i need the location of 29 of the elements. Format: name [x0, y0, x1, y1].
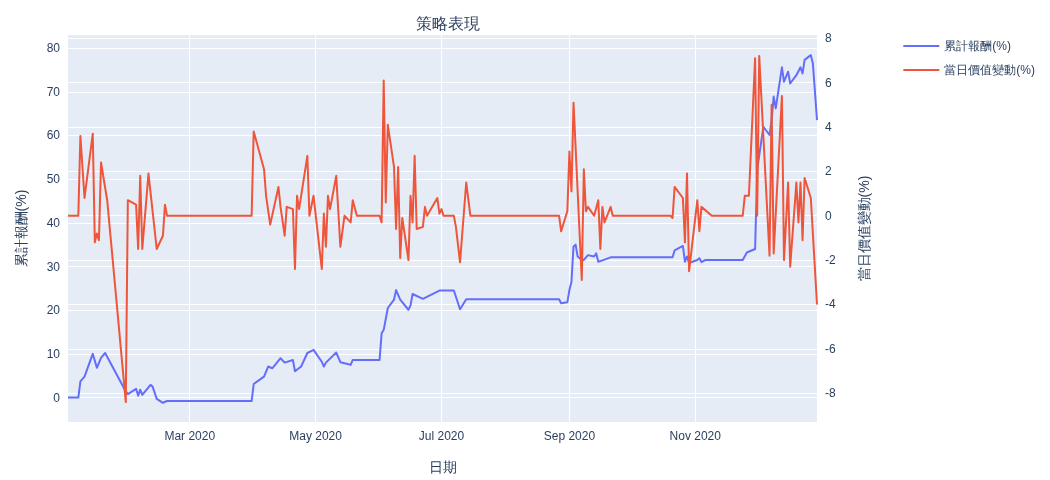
y-tick-label: 10 [46, 346, 61, 361]
y2-axis-title: 當日價值變動(%) [856, 175, 872, 282]
y2-tick-label: 4 [825, 120, 832, 135]
legend-label: 累計報酬(%) [944, 39, 1012, 53]
y2-tick-label: 0 [825, 208, 832, 223]
y-tick-label: 60 [46, 128, 61, 143]
x-tick-label: Jul 2020 [418, 429, 465, 443]
x-tick-label: Nov 2020 [669, 429, 722, 443]
y-tick-label: 0 [53, 390, 61, 405]
x-tick-label: Mar 2020 [164, 429, 216, 443]
y2-tick-label: -8 [825, 386, 836, 401]
x-tick-label: May 2020 [289, 429, 343, 443]
y2-tick-label: -4 [825, 297, 836, 312]
x-axis-title: 日期 [428, 459, 457, 475]
legend-label: 當日價值變動(%) [944, 63, 1036, 77]
y2-tick-label: 2 [825, 164, 832, 179]
y-tick-label: 40 [46, 215, 61, 230]
x-tick-label: Sep 2020 [543, 429, 596, 443]
chart-title: 策略表現 [415, 14, 480, 32]
y-tick-label: 70 [46, 84, 61, 99]
y-tick-label: 20 [46, 303, 61, 318]
y-axis-title: 累計報酬(%) [13, 189, 29, 268]
y2-tick-label: 6 [825, 75, 832, 90]
y-tick-label: 50 [46, 172, 61, 187]
y-tick-label: 80 [46, 41, 61, 56]
y2-tick-label: -2 [825, 253, 836, 268]
y2-tick-label: 8 [825, 31, 832, 46]
y-tick-label: 30 [46, 259, 61, 274]
y2-tick-label: -6 [825, 341, 836, 356]
